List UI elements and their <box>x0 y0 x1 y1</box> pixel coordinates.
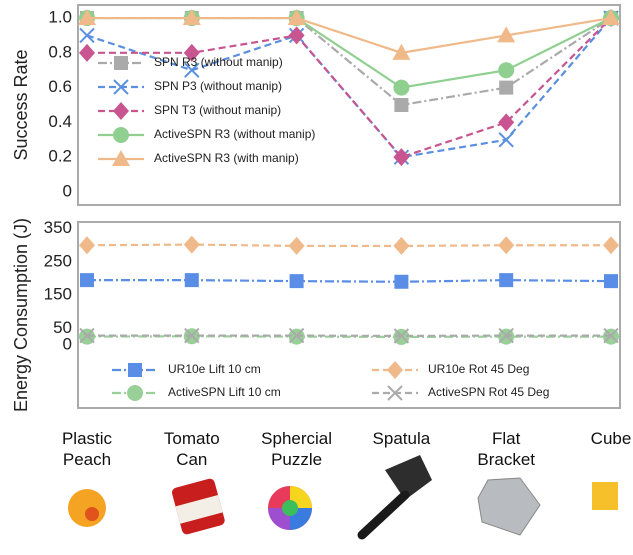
legend-label: SPN R3 (without manip) <box>154 55 283 69</box>
y-tick-label: 250 <box>44 251 72 270</box>
marker <box>393 80 409 96</box>
legend-label: UR10e Rot 45 Deg <box>428 362 529 376</box>
y-tick-label: 50 <box>53 318 72 337</box>
marker <box>498 62 514 78</box>
legend-label: ActiveSPN Lift 10 cm <box>168 385 281 399</box>
marker <box>127 385 143 401</box>
cube-image <box>592 482 618 510</box>
y-tick-label: 0.6 <box>48 77 72 96</box>
series-line <box>87 18 611 53</box>
marker <box>387 361 403 379</box>
marker <box>114 56 128 70</box>
legend-label: ActiveSPN Rot 45 Deg <box>428 385 549 399</box>
chart: 0 0.2 0.4 0.6 0.8 1.0 Success Rate SPN R3 (with… <box>0 0 633 555</box>
axes-frame <box>78 222 620 408</box>
marker <box>289 237 305 255</box>
series-line <box>87 280 611 282</box>
y-tick-label: 0.4 <box>48 112 72 131</box>
legend-label: ActiveSPN R3 (without manip) <box>154 127 315 141</box>
puzzle-image <box>268 486 312 530</box>
marker <box>499 273 513 287</box>
x-tick-label: Plastic Peach <box>32 428 142 470</box>
series-line <box>87 245 611 246</box>
x-tick-label: Tomato Can <box>137 428 247 470</box>
legend-label: UR10e Lift 10 cm <box>168 362 261 376</box>
legend-label: SPN T3 (without manip) <box>154 103 281 117</box>
marker <box>290 274 304 288</box>
spatula-image <box>362 455 432 535</box>
marker <box>394 275 408 289</box>
peach-image <box>85 507 99 521</box>
x-tick-label: Sphercial Puzzle <box>242 428 352 470</box>
can-image <box>171 478 226 536</box>
marker <box>604 274 618 288</box>
y-axis-label: Energy Consumption (J) <box>11 218 31 412</box>
y-tick-label: 0 <box>63 181 72 200</box>
y-tick-label: 0.2 <box>48 147 72 166</box>
marker <box>394 98 408 112</box>
marker <box>113 102 129 120</box>
x-tick-label: Cube <box>556 428 633 449</box>
y-tick-label: 350 <box>44 218 72 237</box>
x-tick-label: Flat Bracket <box>451 428 561 470</box>
marker <box>128 363 142 377</box>
y-tick-label: 1.0 <box>48 8 72 27</box>
marker <box>184 236 200 254</box>
marker <box>185 273 199 287</box>
x-tick-label: Spatula <box>346 428 456 449</box>
marker <box>79 236 95 254</box>
figure: 0 0.2 0.4 0.6 0.8 1.0 Success Rate SPN R3 (with… <box>0 0 633 555</box>
marker <box>498 236 514 254</box>
marker <box>80 28 94 42</box>
y-axis-label: Success Rate <box>11 49 31 160</box>
marker <box>499 133 513 147</box>
marker <box>603 236 619 254</box>
marker <box>79 44 95 62</box>
y-tick-label: 0 <box>63 334 72 353</box>
peach-image <box>68 489 106 527</box>
bracket-image <box>478 478 540 535</box>
marker <box>113 127 129 143</box>
marker <box>80 273 94 287</box>
marker <box>499 81 513 95</box>
y-tick-label: 150 <box>44 285 72 304</box>
y-tick-label: 0.8 <box>48 42 72 61</box>
legend-label: SPN P3 (without manip) <box>154 79 282 93</box>
marker <box>393 237 409 255</box>
legend-label: ActiveSPN R3 (with manip) <box>154 151 299 165</box>
